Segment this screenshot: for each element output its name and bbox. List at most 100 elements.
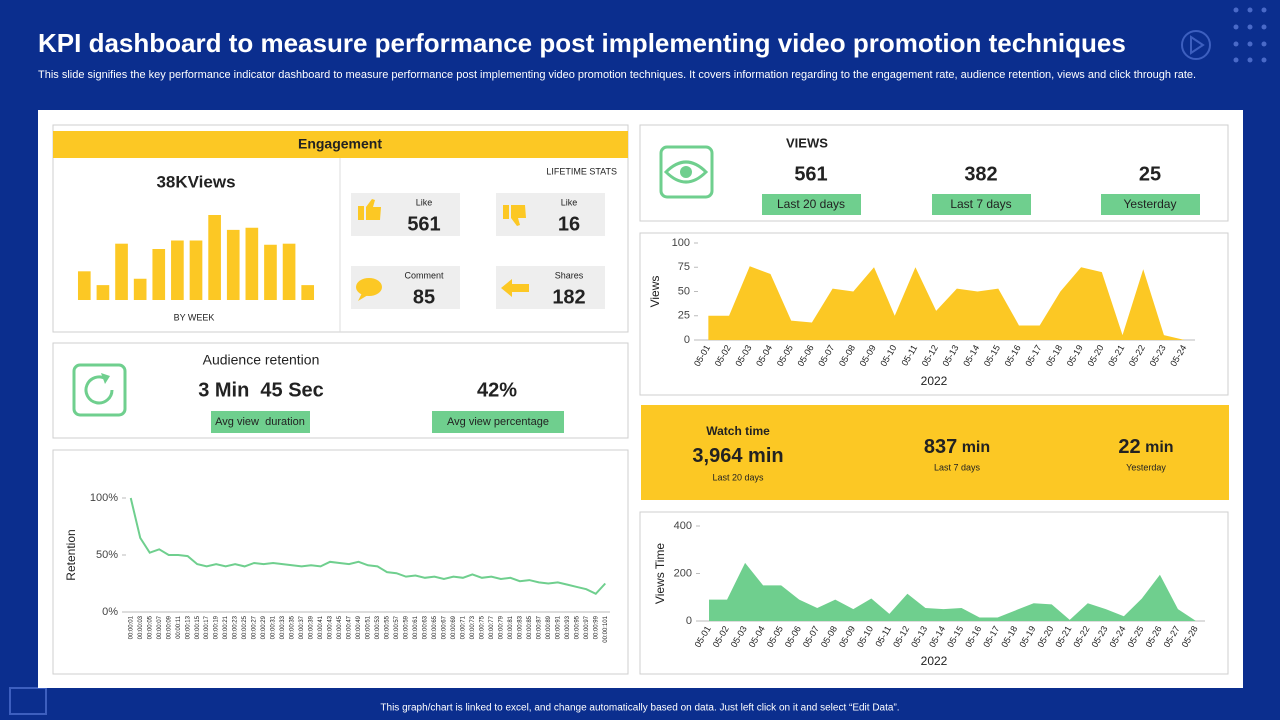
x-tick-label: 00:00:19 (214, 615, 220, 639)
x-tick-label: 00:00:25 (242, 615, 248, 639)
bar (226, 229, 240, 300)
views-label: Yesterday (1124, 197, 1177, 211)
bar (264, 244, 277, 300)
stat-value: 561 (407, 213, 440, 235)
retention-title: Audience retention (203, 352, 320, 368)
y-tick-label: 50 (678, 285, 690, 297)
x-tick-label: 00:00:01 (128, 615, 134, 639)
x-tick-label: 00:00:75 (479, 615, 485, 639)
bar (152, 249, 166, 300)
views-label: Last 20 days (777, 197, 845, 211)
retention-chart-panel (52, 449, 629, 675)
watch-time-panel (641, 405, 1229, 500)
eye-outline (663, 160, 709, 184)
unit: min (748, 445, 784, 467)
engagement-title: Engagement (298, 136, 382, 152)
refresh-arrow (84, 375, 114, 405)
unit: min (962, 439, 990, 456)
x-tick-label: 00:00:05 (147, 615, 153, 639)
line (129, 497, 606, 595)
watch-time-title: Watch time (706, 424, 770, 438)
x-tick-label: 00:00:21 (223, 615, 229, 639)
x-tick-label: 00:00:43 (328, 615, 334, 639)
y-tick-label: 0% (102, 606, 118, 618)
dot-grid (1233, 7, 1267, 63)
bar (208, 215, 221, 300)
x-tick-label: 00:00:09 (166, 615, 172, 639)
x-tick-label: 00:00:47 (347, 615, 353, 639)
refresh-icon (72, 363, 127, 417)
stat-label: Like (561, 197, 578, 207)
y-axis-label: Views (648, 276, 662, 308)
x-tick-label: 00:00:31 (271, 615, 277, 639)
x-tick-label: 00:00:61 (413, 615, 419, 639)
corner-icon (9, 687, 47, 715)
bar (96, 285, 110, 300)
x-tick-label: 00:00:29 (261, 615, 267, 639)
y-axis-label: Views Time (653, 543, 667, 604)
x-tick-label: 00:00:03 (138, 615, 144, 639)
x-tick-label: 00:00:41 (318, 615, 324, 639)
views-value: 561 (794, 163, 827, 185)
bar (301, 285, 315, 300)
views-value: 25 (1139, 163, 1161, 185)
play-icon (1181, 30, 1211, 60)
x-tick-label: 00:00:69 (451, 615, 457, 639)
bar (77, 271, 91, 300)
x-tick-label: 00:00:93 (565, 615, 571, 639)
x-tick-label: 00:00:11 (176, 615, 182, 639)
x-tick-label: 00:00:27 (252, 615, 258, 639)
x-tick-label: 00:00:71 (460, 615, 466, 639)
area (709, 562, 1196, 621)
x-tick-label: 00:00:13 (185, 615, 191, 639)
unit: min (1145, 439, 1173, 456)
retention-value: 42% (477, 379, 517, 401)
y-tick-label: 50% (96, 549, 118, 561)
x-tick-label: 00:00:91 (555, 615, 561, 639)
stats-title: LIFETIME STATS (546, 166, 617, 176)
retention-label: Avg view percentage (447, 416, 549, 428)
x-tick-label: 00:00:87 (536, 615, 542, 639)
retention-label: Avg view duration (215, 416, 305, 428)
views-value: 382 (964, 163, 997, 185)
subtitle: This slide signifies the key performance… (38, 69, 1197, 81)
x-tick-label: 00:00:07 (157, 615, 163, 639)
views-badge (1101, 194, 1200, 215)
x-tick-label: 00:00:59 (404, 615, 410, 639)
x-tick-label: 00:00:95 (574, 615, 580, 639)
watch-time-value: 22 min (1118, 436, 1173, 458)
stat-label: Shares (555, 270, 584, 280)
x-tick-label: 00:00:57 (394, 615, 400, 639)
watch-time-label: Last 7 days (934, 462, 981, 472)
bar (189, 240, 203, 300)
y-tick-label: 200 (674, 567, 692, 579)
stat-shares: Shares 182 (496, 266, 605, 309)
x-tick-label: 00:00:23 (233, 615, 239, 639)
watch-time-value: 837 min (924, 436, 990, 458)
x-tick-label: 00:00:63 (423, 615, 429, 639)
stat-like: Like 561 (351, 193, 460, 236)
x-tick-label: 00:00:97 (584, 615, 590, 639)
engagement-header (53, 131, 628, 158)
y-tick-label: 25 (678, 310, 690, 322)
x-axis-label: 2022 (921, 374, 948, 388)
engagement-headline: 38KViews (156, 172, 235, 191)
play-icon-arrow (1190, 35, 1205, 55)
x-tick-label: 00:00:89 (546, 615, 552, 639)
y-tick-label: 400 (674, 520, 692, 532)
watch-time-label: Last 20 days (712, 472, 764, 482)
retention-badge (211, 411, 310, 433)
x-tick-label: 00:00:45 (337, 615, 343, 639)
stat-value: 182 (552, 286, 585, 308)
y-tick-label: 100% (90, 492, 118, 504)
x-tick-label: 00:00:83 (517, 615, 523, 639)
x-tick-label: 00:00:99 (593, 615, 599, 639)
retention-badge (432, 411, 564, 433)
stat-comment: Comment 85 (351, 266, 460, 309)
y-tick-label: 100 (672, 237, 690, 249)
watch-time-label: Yesterday (1126, 462, 1166, 472)
x-tick-label: 00:00:73 (470, 615, 476, 639)
x-tick-label: 00:00:15 (195, 615, 201, 639)
